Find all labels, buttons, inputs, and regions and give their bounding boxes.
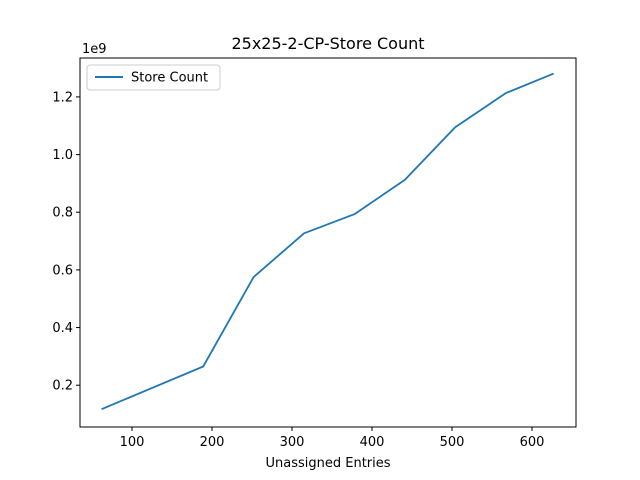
y-tick-label: 1.2 [52,90,73,105]
y-offset-label: 1e9 [82,42,107,57]
legend: Store Count [86,64,221,91]
legend-label-store-count: Store Count [131,71,208,86]
y-tick-label: 0.4 [52,321,73,336]
y-axis-ticks: 0.2 0.4 0.6 0.8 1.0 1.2 [52,90,80,394]
x-axis-label: Unassigned Entries [265,456,390,471]
y-tick-label: 0.2 [52,379,73,394]
y-tick-label: 0.8 [52,206,73,221]
x-tick-label: 300 [280,435,305,450]
series-line-store-count [101,72,554,410]
x-tick-label: 500 [440,435,465,450]
legend-box [86,64,221,91]
plot-frame [79,57,577,428]
x-axis-ticks: 100 200 300 400 500 600 [120,427,545,450]
chart-title: 25x25-2-CP-Store Count [231,34,424,53]
y-tick-label: 0.6 [52,263,73,278]
series-layer [101,72,554,410]
x-tick-label: 600 [520,435,545,450]
y-tick-label: 1.0 [52,148,73,163]
x-tick-label: 200 [200,435,225,450]
x-tick-label: 400 [360,435,385,450]
x-tick-label: 100 [120,435,145,450]
